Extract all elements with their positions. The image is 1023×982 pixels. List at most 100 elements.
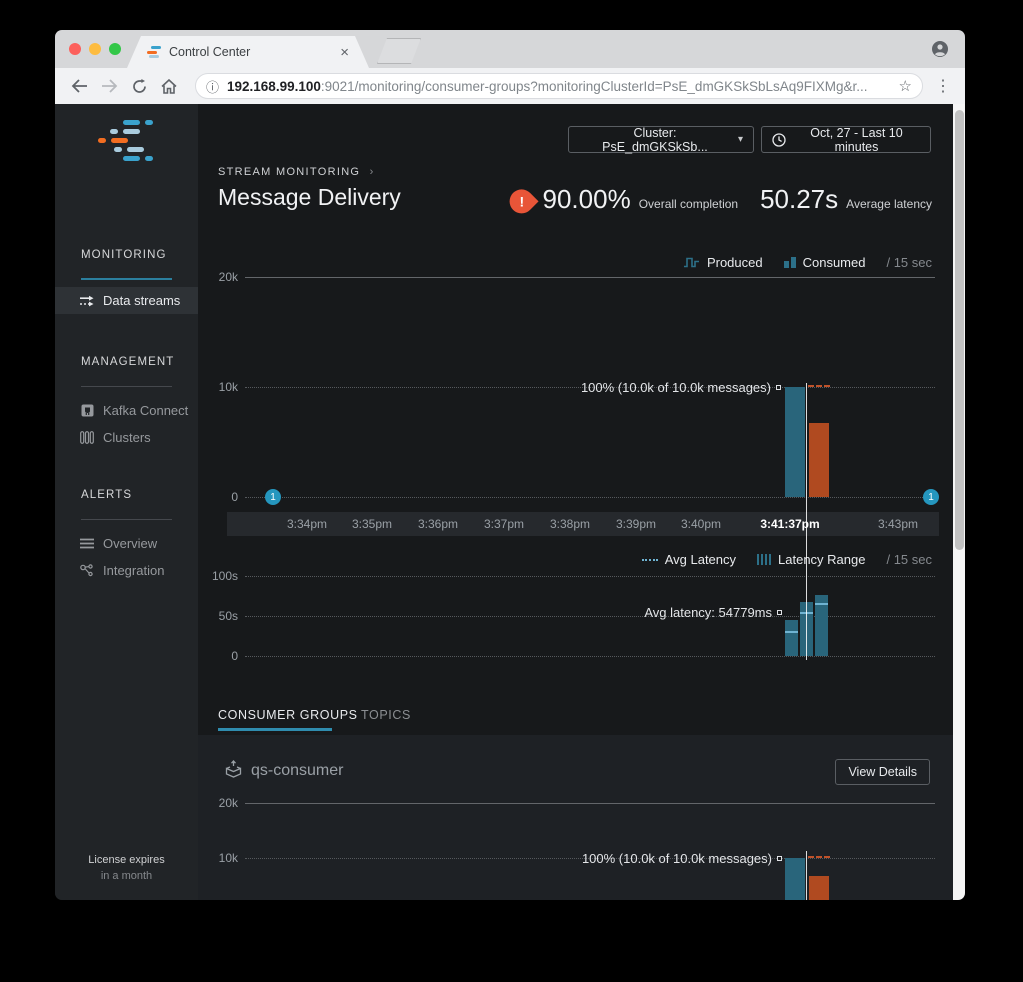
home-icon[interactable] [157,74,181,98]
ytick-20k: 20k [218,270,238,284]
breadcrumb-label: STREAM MONITORING [218,166,361,178]
consumer-group-panel: qs-consumer View Details 20k 10k 100% (1… [198,735,953,900]
latency-chart-legend: Avg Latency Latency Range / 15 sec [641,552,932,567]
clock-icon [772,132,786,147]
gridline [245,858,935,859]
management-rule [81,386,172,387]
avg-latency-marker [785,631,798,633]
breadcrumb[interactable]: STREAM MONITORING › [218,166,373,178]
ytick-10k: 10k [218,380,238,394]
sidebar-item-clusters[interactable]: Clusters [55,424,198,451]
xtick: 3:39pm [615,517,657,531]
tab-close-icon[interactable]: × [340,43,349,61]
integration-icon [79,564,95,577]
sidebar-item-label: Clusters [103,430,151,445]
kafka-connect-icon [79,404,95,417]
view-details-button[interactable]: View Details [835,759,930,785]
produced-bar[interactable] [785,387,805,497]
latency-range-bar[interactable] [785,620,798,656]
gridline [245,497,935,498]
average-latency-label: Average latency [846,197,932,211]
overview-icon [79,538,95,549]
avg-latency-legend-icon [641,558,658,561]
consumer-delivery-tooltip: 100% (10.0k of 10.0k messages) [582,851,782,866]
gridline [245,656,935,657]
ytick-0s: 0 [231,649,238,663]
sidebar: MONITORING Data streams MANAGEMENT Kafka… [55,104,198,900]
consumed-bar[interactable] [809,423,829,497]
sidebar-item-kafka-connect[interactable]: Kafka Connect [55,397,198,424]
section-alerts: ALERTS [81,489,133,501]
back-icon[interactable] [67,74,91,98]
cluster-select-value: Cluster: PsE_dmGKSkSb... [602,125,708,154]
time-cursor-line [806,383,807,660]
tooltip-marker [776,385,781,390]
xtick: 3:38pm [549,517,591,531]
average-latency-value: 50.27s [760,184,839,214]
interval-label: / 15 sec [886,552,932,567]
cluster-select[interactable]: Cluster: PsE_dmGKSkSb... ▾ [568,125,754,154]
window-close-button[interactable] [69,43,81,55]
pan-badge-right[interactable]: 1 [923,489,939,505]
produced-reference-cap [808,856,830,858]
avg-latency-marker [815,603,828,605]
new-tab-button[interactable] [377,38,421,64]
tab-consumer-groups[interactable]: CONSUMER GROUPS [218,708,358,722]
consumer-group-name: qs-consumer [251,762,344,779]
latency-tooltip: Avg latency: 54779ms [644,605,782,620]
gridline [245,277,935,278]
sidebar-item-label: Overview [103,536,158,551]
main-content: Cluster: PsE_dmGKSkSb... ▾ Oct, 27 - Las… [198,104,953,900]
browser-tab[interactable]: Control Center × [127,36,369,68]
gridline [245,576,935,577]
data-streams-icon [79,295,95,307]
url-path: :9021/monitoring/consumer-groups?monitor… [320,78,868,94]
ytick-10k: 10k [218,851,238,865]
page-info-icon[interactable]: ⓘ [206,79,220,95]
sidebar-item-label: Data streams [103,293,181,308]
scrollbar-thumb[interactable] [954,110,964,550]
sidebar-item-data-streams[interactable]: Data streams [55,287,198,314]
produced-bar[interactable] [785,858,805,900]
refresh-icon[interactable] [127,74,151,98]
consumed-bar[interactable] [809,876,829,900]
clusters-icon [79,431,95,444]
sidebar-item-label: Integration [103,563,165,578]
section-monitoring: MONITORING [81,249,167,261]
window-minimize-button[interactable] [89,43,101,55]
bookmark-star-icon[interactable]: ☆ [898,78,912,95]
page-scrollbar[interactable] [953,104,965,900]
pan-badge-left[interactable]: 1 [265,489,281,505]
url-bar[interactable]: ⓘ 192.168.99.100 :9021/monitoring/consum… [195,73,923,99]
confluent-logo [97,120,159,165]
overall-completion-label: Overall completion [638,197,739,211]
produced-legend-icon [683,257,700,268]
sidebar-item-overview[interactable]: Overview [55,530,198,557]
sidebar-item-integration[interactable]: Integration [55,557,198,584]
active-tab-underline [218,728,332,731]
avg-latency-legend-label: Avg Latency [664,552,737,567]
gridline [245,803,935,804]
xtick: 3:40pm [680,517,722,531]
time-range-button[interactable]: Oct, 27 - Last 10 minutes [761,125,931,154]
summary-stats: ! 90.00% Overall completion 50.27s Avera… [504,183,932,218]
browser-menu-icon[interactable]: ⋮ [935,78,951,95]
app-content: MONITORING Data streams MANAGEMENT Kafka… [55,104,965,900]
time-range-label: Oct, 27 - Last 10 minutes [810,125,903,154]
section-management: MANAGEMENT [81,356,175,368]
interval-label: / 15 sec [886,255,932,270]
control-center-favicon [147,46,161,58]
sidebar-item-label: Kafka Connect [103,403,189,418]
xtick: 3:35pm [351,517,393,531]
tab-topics[interactable]: TOPICS [361,708,411,722]
browser-toolbar: ⓘ 192.168.99.100 :9021/monitoring/consum… [55,68,965,104]
latency-range-bar[interactable] [815,595,828,656]
window-zoom-button[interactable] [109,43,121,55]
profile-icon[interactable] [931,40,949,58]
latency-range-legend-icon [757,554,772,565]
time-axis[interactable]: 3:34pm 3:35pm 3:36pm 3:37pm 3:38pm 3:39p… [227,512,939,536]
xtick: 3:34pm [286,517,328,531]
overall-completion-value: 90.00% [542,184,631,214]
browser-window: Control Center × ⓘ 192.168.99.100 :9021/… [55,30,965,900]
